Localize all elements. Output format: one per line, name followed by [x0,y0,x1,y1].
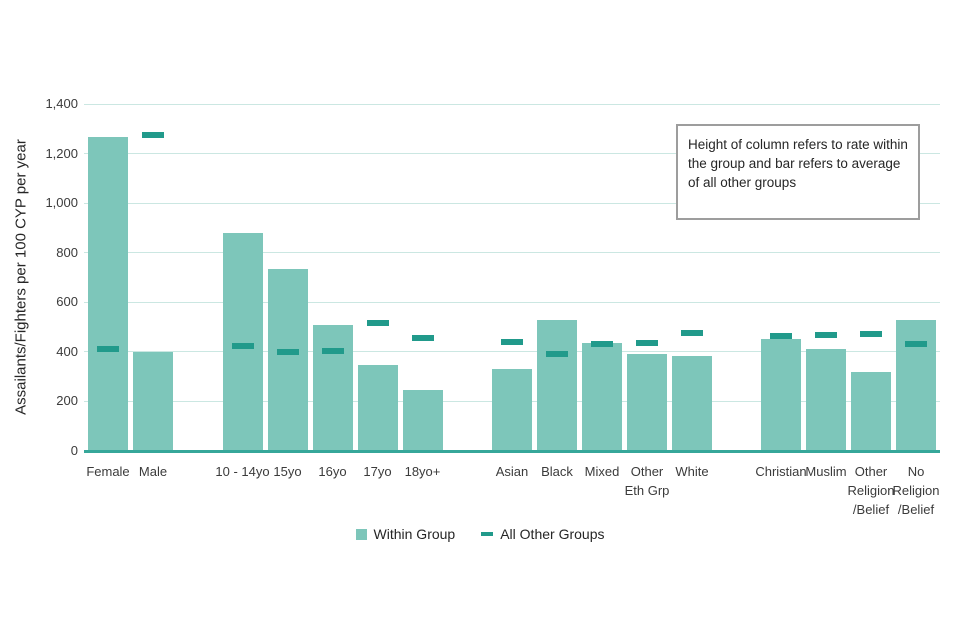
y-tick-label-1400: 1,400 [45,96,78,111]
legend-label-within-group: Within Group [373,526,456,542]
category-label-other-eth-grp: Other Eth Grp [624,464,670,498]
y-tick-label-0: 0 [70,443,78,458]
y-tick-label-600: 600 [56,294,78,310]
legend: Within Group All Other Groups [0,526,960,542]
dash-mixed [591,341,613,348]
bar-16yo [312,324,353,451]
dash-female [97,346,119,353]
category-label-16yo: 16yo [318,464,347,479]
category-label-male: Male [138,464,168,479]
dash-10-14yo [231,342,254,349]
bar-10-14yo [222,232,263,451]
bar-female [88,137,128,451]
bar-18yo [402,390,443,451]
bar-black [537,319,577,451]
category-label-15yo: 15yo [273,464,302,479]
bar-17yo [357,365,398,451]
category-label-17yo: 17yo [363,464,392,479]
bar-christian [761,339,801,451]
gridline-1000 [84,202,940,204]
dash-muslim [815,332,837,338]
gridline-400 [84,351,940,353]
dash-other-eth-grp [636,340,658,347]
dash-white [681,330,703,337]
category-label-white: White [675,464,709,479]
gridline-1400 [84,103,940,105]
bar-muslim [806,349,846,451]
category-label-female: Female [86,464,130,479]
bar-white [672,355,712,451]
dash-asian [501,338,523,345]
category-label-18yo: 18yo+ [404,464,441,479]
y-tick-label-1200: 1,200 [45,145,78,161]
legend-item-within-group: Within Group [355,526,456,542]
category-label-asian: Asian [495,464,529,479]
dash-black [546,351,568,358]
y-tick-label-800: 800 [56,244,78,260]
legend-item-all-other-groups: All Other Groups [481,526,604,542]
dash-15yo [276,348,299,355]
dash-christian [770,333,792,340]
gridline-800 [84,252,940,254]
dash-no-religion-belief [905,341,927,348]
category-label-no-religion-belief: No Religion /Belief [892,464,940,517]
category-label-muslim: Muslim [805,464,847,479]
gridline-600 [84,301,940,303]
dash-17yo [366,320,389,327]
annotation-box: Height of column refers to rate within t… [676,124,920,220]
bar-15yo [267,268,308,451]
y-tick-label-1000: 1,000 [45,195,78,211]
legend-label-all-other-groups: All Other Groups [500,526,605,542]
bar-other-eth-grp [627,354,667,451]
bar-no-religion-belief [896,319,936,451]
bar-other-religion-belief [851,371,891,451]
dash-18yo [411,335,434,342]
dash-male [142,131,164,138]
category-label-black: Black [541,464,573,479]
category-label-other-religion-belief: Other Religion /Belief [847,464,895,517]
category-label-10-14yo: 10 - 14yo [215,464,270,479]
x-axis-line [84,449,940,453]
y-axis-title: Assailants/Fighters per 100 CYP per year [12,139,30,415]
y-tick-label-400: 400 [56,343,78,359]
all-other-groups-swatch-icon [481,532,494,536]
dash-16yo [321,347,344,354]
bar-male [133,351,173,451]
bar-mixed [582,343,622,451]
y-tick-label-200: 200 [56,393,78,409]
within-group-swatch-icon [355,528,367,540]
bar-asian [492,369,532,451]
category-label-christian: Christian [755,464,807,479]
dash-other-religion-belief [860,331,882,337]
gridline-1200 [84,153,940,155]
category-label-mixed: Mixed [584,464,620,479]
